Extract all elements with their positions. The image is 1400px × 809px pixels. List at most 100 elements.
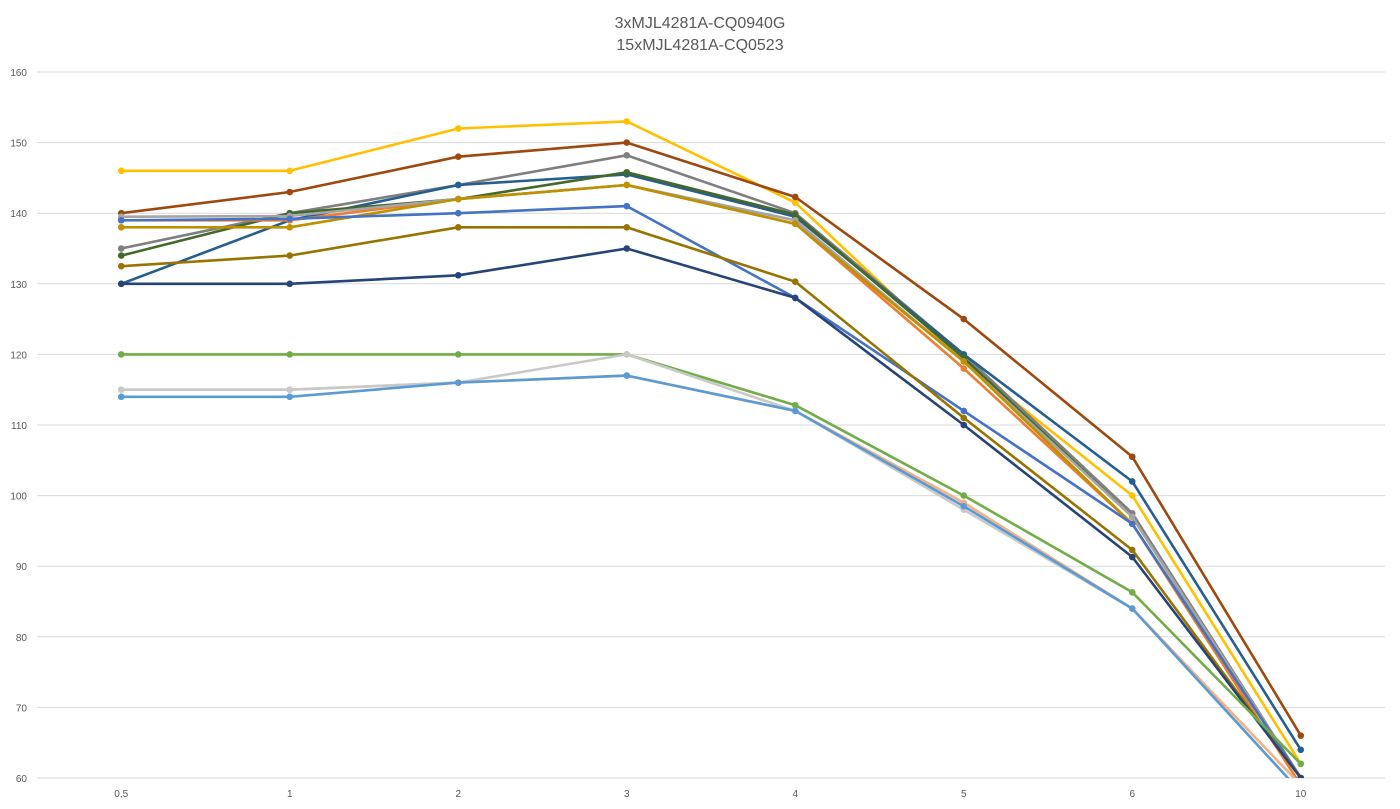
series-10-point <box>623 224 631 231</box>
series-10-point <box>1128 546 1136 554</box>
y-tick-label: 60 <box>16 774 28 785</box>
series-9-point <box>1128 520 1136 528</box>
series-9-point <box>286 215 294 223</box>
series-10-point <box>791 278 799 285</box>
series-13 <box>117 372 1296 778</box>
series-11-line <box>120 247 1303 778</box>
series-1-point <box>117 167 125 175</box>
series-2-point <box>286 188 294 196</box>
series-2-point <box>1128 453 1136 461</box>
series-8-point <box>623 181 631 189</box>
series-1-point <box>454 125 462 132</box>
series-12-point <box>960 492 968 499</box>
y-tick-label: 80 <box>16 633 28 644</box>
y-tick-label: 90 <box>16 562 28 573</box>
x-tick-label: 1 <box>287 789 293 800</box>
gridlines <box>37 71 1385 779</box>
series-11-point <box>1297 774 1305 778</box>
series-10 <box>117 224 1305 778</box>
y-tick-label: 160 <box>10 68 27 79</box>
series-1-point <box>791 199 799 206</box>
series-5-point <box>791 211 799 218</box>
series-4-point <box>1297 746 1305 754</box>
series-2-point <box>791 193 799 201</box>
series-2-point <box>960 315 968 323</box>
series-8-point <box>117 224 125 231</box>
x-axis-tick-labels: 0,5 1 2 3 4 5 6 10 <box>114 789 1306 800</box>
series-10-point <box>286 252 294 259</box>
series-10-line <box>120 226 1303 778</box>
series-9-point <box>117 216 125 224</box>
series-8-point <box>454 195 462 203</box>
series-7-line <box>120 183 1303 778</box>
y-tick-label: 120 <box>10 350 27 361</box>
chart-title-line-1: 3xMJL4281A-CQ0940G <box>615 15 786 32</box>
series-11-point <box>791 294 799 302</box>
x-tick-label: 0,5 <box>114 789 128 800</box>
series-12-point <box>454 351 462 358</box>
series-8 <box>117 181 1305 778</box>
series-5-point <box>117 252 125 259</box>
series-3-point <box>623 152 631 159</box>
series-lines <box>117 118 1305 789</box>
series-15-point <box>623 372 631 379</box>
series-9-line <box>120 204 1303 778</box>
x-tick-label: 10 <box>1295 789 1307 800</box>
y-tick-label: 150 <box>10 139 27 150</box>
series-1-point <box>623 118 631 125</box>
series-5 <box>117 168 1305 778</box>
chart-title: 3xMJL4281A-CQ0940G 15xMJL4281A-CQ0523 <box>615 15 786 54</box>
series-10-point <box>960 414 968 422</box>
series-8-point <box>286 224 294 231</box>
series-12-point <box>791 401 799 409</box>
series-6-point <box>960 365 968 372</box>
series-15-point <box>286 393 294 401</box>
x-tick-label: 3 <box>624 789 630 800</box>
y-tick-label: 100 <box>10 492 27 503</box>
series-12-line <box>120 353 1303 766</box>
y-axis-tick-labels: 60 70 80 90 100 110 120 130 140 150 160 <box>10 68 27 785</box>
series-1-line <box>120 120 1303 766</box>
series-14-point <box>117 386 125 394</box>
series-3 <box>117 152 1305 778</box>
series-15-point <box>960 502 968 510</box>
y-tick-label: 130 <box>10 280 27 291</box>
series-8-point <box>960 358 968 365</box>
series-14-line <box>120 353 1290 778</box>
series-4-point <box>454 181 462 189</box>
series-15-point <box>454 379 462 386</box>
series-9-point <box>623 202 631 210</box>
y-tick-label: 110 <box>11 421 27 432</box>
series-12-point <box>117 351 125 358</box>
series-7 <box>117 181 1305 778</box>
series-12-point <box>1297 760 1305 768</box>
series-10-point <box>117 262 125 270</box>
series-14-point <box>623 351 631 358</box>
series-15-point <box>1128 605 1136 612</box>
series-4-line <box>120 173 1303 752</box>
x-tick-label: 2 <box>455 789 461 800</box>
x-tick-label: 5 <box>961 789 967 800</box>
x-tick-label: 6 <box>1129 789 1135 800</box>
series-10-point <box>454 224 462 231</box>
series-11-point <box>960 421 968 429</box>
series-2-point <box>623 139 631 146</box>
series-15-point <box>791 407 799 415</box>
series-7-point <box>1128 513 1136 521</box>
series-12-point <box>1128 589 1136 596</box>
series-11-point <box>286 280 294 288</box>
series-6-line <box>120 183 1298 778</box>
series-2-point <box>454 153 462 161</box>
series-6-point <box>1297 782 1304 789</box>
series-3-point <box>117 245 125 252</box>
series-11-point <box>117 280 125 288</box>
series-15 <box>117 372 1290 778</box>
x-tick-label: 4 <box>792 789 798 800</box>
chart-title-line-2: 15xMJL4281A-CQ0523 <box>616 37 783 54</box>
series-12 <box>117 351 1305 768</box>
series-15-point <box>117 393 125 401</box>
series-2-line <box>120 141 1303 737</box>
series-14-point <box>286 386 294 394</box>
series-13-line <box>120 374 1296 778</box>
